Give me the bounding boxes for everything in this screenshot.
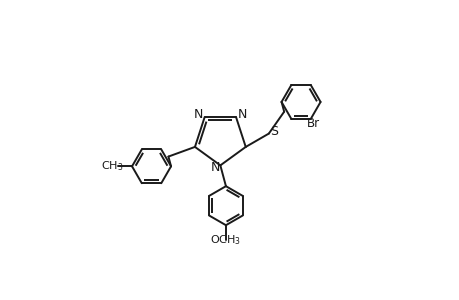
Text: Br: Br [307,117,320,130]
Text: OCH$_3$: OCH$_3$ [210,234,241,248]
Text: CH$_3$: CH$_3$ [101,159,123,173]
Text: S: S [269,124,277,137]
Text: N: N [210,161,219,174]
Text: N: N [237,108,247,121]
Text: N: N [193,108,202,121]
